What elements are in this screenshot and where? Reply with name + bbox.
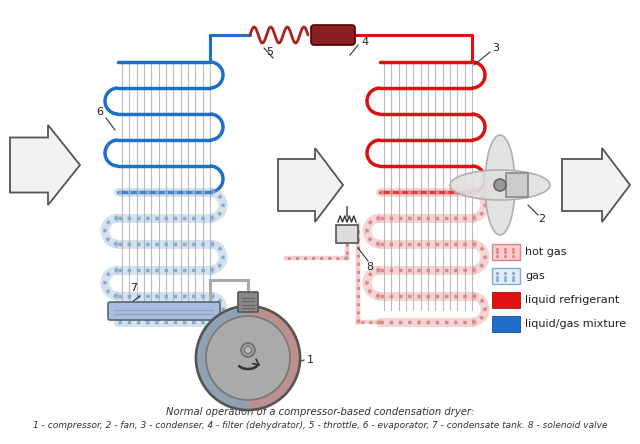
FancyBboxPatch shape <box>492 268 520 284</box>
Text: gas: gas <box>525 271 545 281</box>
Ellipse shape <box>206 316 290 400</box>
Text: liquid refrigerant: liquid refrigerant <box>525 295 620 305</box>
Text: Normal operation of a compressor-based condensation dryer:: Normal operation of a compressor-based c… <box>166 407 474 417</box>
Text: 4: 4 <box>362 37 369 47</box>
FancyBboxPatch shape <box>311 25 355 45</box>
Circle shape <box>241 343 255 357</box>
Circle shape <box>494 179 506 191</box>
FancyBboxPatch shape <box>238 292 258 312</box>
Circle shape <box>244 346 252 353</box>
FancyArrow shape <box>10 125 80 205</box>
FancyBboxPatch shape <box>492 244 520 260</box>
Text: 6: 6 <box>97 107 104 117</box>
Text: 8: 8 <box>367 262 374 272</box>
Bar <box>506 173 528 197</box>
Ellipse shape <box>450 170 550 200</box>
Ellipse shape <box>485 135 515 235</box>
Text: liquid/gas mixture: liquid/gas mixture <box>525 319 626 329</box>
Text: 5: 5 <box>266 47 273 57</box>
Text: 3: 3 <box>493 43 499 53</box>
Ellipse shape <box>196 306 300 410</box>
FancyArrow shape <box>562 148 630 222</box>
Text: 2: 2 <box>538 214 545 224</box>
Polygon shape <box>248 308 298 408</box>
Text: 1 - compressor, 2 - fan, 3 - condenser, 4 - filter (dehydrator), 5 - throttle, 6: 1 - compressor, 2 - fan, 3 - condenser, … <box>33 420 607 429</box>
FancyBboxPatch shape <box>108 302 220 320</box>
Polygon shape <box>198 308 248 408</box>
Text: hot gas: hot gas <box>525 247 566 257</box>
Bar <box>492 316 520 332</box>
Bar <box>336 225 358 243</box>
Bar <box>492 292 520 308</box>
Text: 7: 7 <box>131 283 138 293</box>
FancyArrow shape <box>278 148 343 222</box>
Text: 1: 1 <box>307 355 314 365</box>
